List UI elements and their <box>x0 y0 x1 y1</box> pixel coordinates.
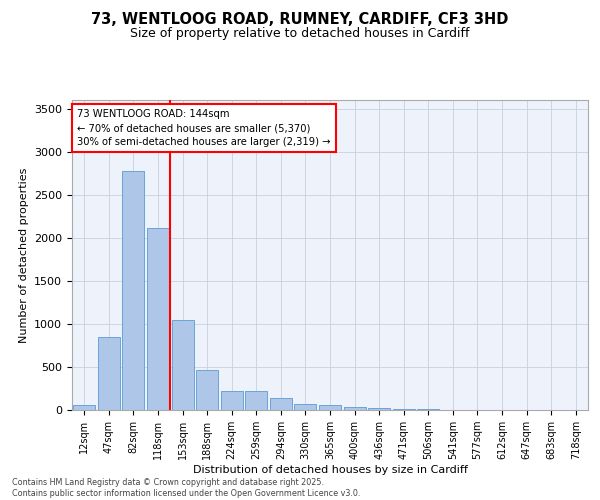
Text: 73, WENTLOOG ROAD, RUMNEY, CARDIFF, CF3 3HD: 73, WENTLOOG ROAD, RUMNEY, CARDIFF, CF3 … <box>91 12 509 28</box>
Bar <box>147 228 169 410</box>
Bar <box>172 320 194 410</box>
Bar <box>122 170 145 410</box>
Text: 73 WENTLOOG ROAD: 144sqm
← 70% of detached houses are smaller (5,370)
30% of sem: 73 WENTLOOG ROAD: 144sqm ← 70% of detach… <box>77 110 331 148</box>
X-axis label: Distribution of detached houses by size in Cardiff: Distribution of detached houses by size … <box>193 465 467 475</box>
Bar <box>73 406 95 410</box>
Bar <box>319 406 341 410</box>
Bar <box>368 408 390 410</box>
Bar <box>270 398 292 410</box>
Bar <box>221 390 243 410</box>
Bar <box>392 408 415 410</box>
Y-axis label: Number of detached properties: Number of detached properties <box>19 168 29 342</box>
Bar <box>98 337 120 410</box>
Bar <box>295 404 316 410</box>
Bar <box>196 370 218 410</box>
Bar <box>344 407 365 410</box>
Bar <box>245 390 268 410</box>
Bar <box>417 409 439 410</box>
Text: Contains HM Land Registry data © Crown copyright and database right 2025.
Contai: Contains HM Land Registry data © Crown c… <box>12 478 361 498</box>
Text: Size of property relative to detached houses in Cardiff: Size of property relative to detached ho… <box>130 28 470 40</box>
